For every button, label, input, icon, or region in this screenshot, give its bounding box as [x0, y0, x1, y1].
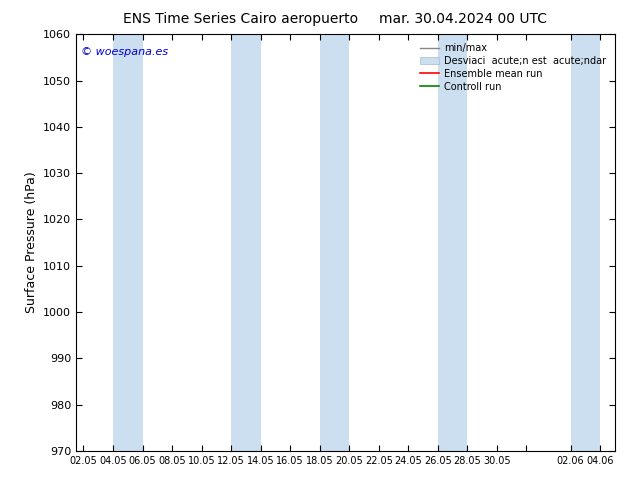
Text: ENS Time Series Cairo aeropuerto: ENS Time Series Cairo aeropuerto — [124, 12, 358, 26]
Bar — [438, 34, 467, 451]
Text: © woespana.es: © woespana.es — [81, 47, 169, 57]
Text: mar. 30.04.2024 00 UTC: mar. 30.04.2024 00 UTC — [379, 12, 547, 26]
Bar — [320, 34, 349, 451]
Bar — [113, 34, 143, 451]
Legend: min/max, Desviaci  acute;n est  acute;ndar, Ensemble mean run, Controll run: min/max, Desviaci acute;n est acute;ndar… — [416, 39, 610, 96]
Bar — [231, 34, 261, 451]
Y-axis label: Surface Pressure (hPa): Surface Pressure (hPa) — [25, 172, 37, 314]
Bar — [571, 34, 600, 451]
